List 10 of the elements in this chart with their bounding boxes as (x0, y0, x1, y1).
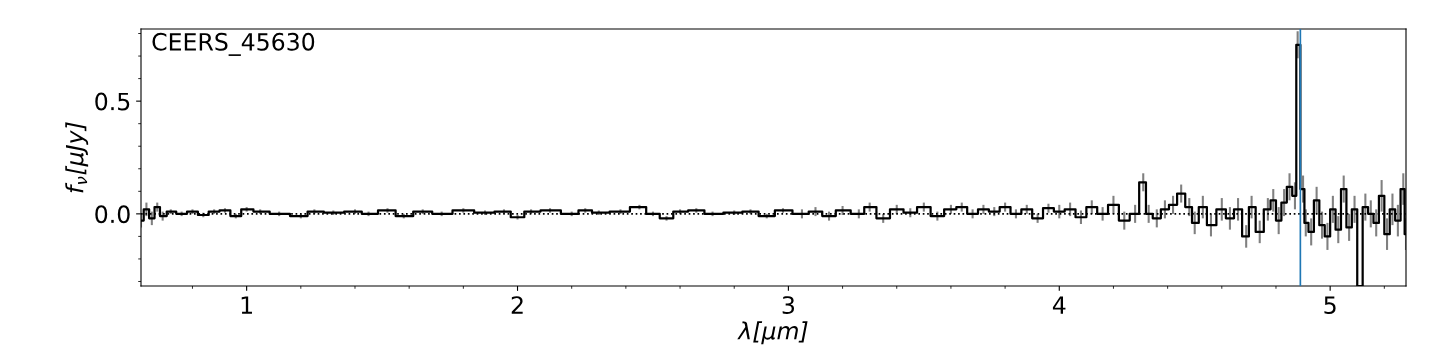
y-axis-title: f$_{ν}$[μJy] (65, 122, 89, 193)
x-tick-label: 3 (782, 296, 795, 314)
x-axis-title: λ[μm] (737, 321, 808, 345)
x-tick-label: 1 (241, 296, 252, 314)
x-tick-label: 4 (1052, 296, 1066, 314)
annotation: CEERS_45630 (152, 32, 315, 56)
x-tick-label: 5 (1324, 296, 1336, 314)
y-tick-label: 0.0 (95, 205, 130, 224)
y-tick-label: 0.5 (95, 92, 130, 111)
x-tick-label: 2 (511, 296, 523, 314)
